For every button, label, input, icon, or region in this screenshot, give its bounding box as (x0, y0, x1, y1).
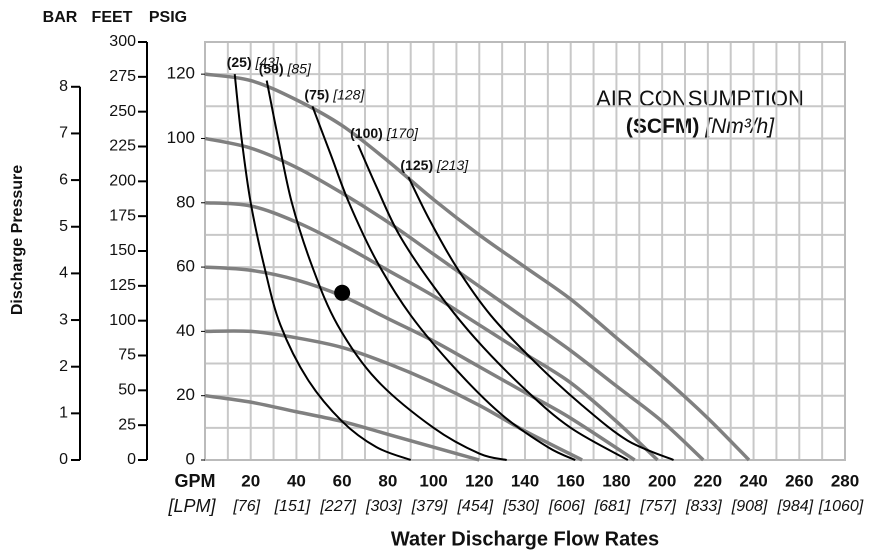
x2-tick-label: [76] (232, 498, 260, 515)
x2-tick-label: [757] (639, 498, 676, 515)
y-tick-label: 100 (167, 128, 195, 147)
feet-tick-label: 250 (109, 103, 136, 120)
x-tick-label: 60 (333, 471, 352, 490)
y-tick-label: 20 (176, 385, 195, 404)
x-tick-label: 280 (831, 471, 859, 490)
bar-tick-label: 7 (59, 125, 68, 142)
air-nm3: [43] (255, 54, 280, 70)
x-tick-label: 260 (785, 471, 813, 490)
air-curve-label: (75) [128] (304, 86, 365, 102)
air-curve-label: (125) [213] (400, 157, 469, 173)
feet-tick-label: 300 (109, 33, 136, 50)
x2-tick-label: [606] (548, 498, 585, 515)
feet-tick-label: 225 (109, 138, 136, 155)
x-tick-label: 140 (511, 471, 539, 490)
air-curve-label: (25) [43] (227, 54, 280, 70)
bar-tick-label: 4 (59, 265, 68, 282)
feet-tick-label: 75 (118, 347, 136, 364)
feet-tick-label: 125 (109, 277, 136, 294)
y-axis-label: Discharge Pressure (9, 165, 26, 315)
x2-tick-label: [530] (502, 498, 539, 515)
x-tick-label: 20 (241, 471, 260, 490)
x-axis-label: Water Discharge Flow Rates (391, 528, 659, 550)
x2-tick-label: [379] (411, 498, 448, 515)
air-scfm: (125) (400, 157, 433, 173)
air-scfm: (75) (304, 86, 329, 102)
x2-tick-label: [227] (319, 498, 356, 515)
operating-point (334, 284, 351, 301)
feet-tick-label: 175 (109, 207, 136, 224)
x2-tick-label: [681] (594, 498, 631, 515)
x2-tick-label: [151] (274, 498, 311, 515)
feet-tick-label: 0 (127, 451, 136, 468)
bar-tick-label: 5 (59, 218, 68, 235)
x2-tick-label: [908] (731, 498, 768, 515)
air-nm3: [170] (386, 125, 419, 141)
x2-tick-label: [833] (685, 498, 722, 515)
air-nm3: [128] (332, 86, 365, 102)
x2-tick-label: [984] (776, 498, 813, 515)
air-scfm: (25) (227, 54, 252, 70)
x-tick-label: 120 (465, 471, 493, 490)
pressure-curve (204, 136, 705, 462)
bar-tick-label: 2 (59, 358, 68, 375)
x-tick-label: 180 (602, 471, 630, 490)
bar-tick-label: 6 (59, 171, 68, 188)
feet-header: FEET (92, 9, 133, 26)
feet-tick-label: 150 (109, 242, 136, 259)
air-curve-label: (100) [170] (350, 125, 419, 141)
feet-tick-label: 100 (109, 312, 136, 329)
plot-frame (204, 41, 846, 461)
air-nm3: [85] (287, 60, 312, 76)
y-tick-label: 40 (176, 321, 195, 340)
air-curve (407, 176, 674, 461)
pressure-curve (204, 201, 659, 462)
x-tick-label: 240 (739, 471, 767, 490)
feet-tick-label: 200 (109, 173, 136, 190)
y-tick-label: 120 (167, 64, 195, 83)
x2-tick-label: [303] (365, 498, 402, 515)
psig-header: PSIG (149, 9, 187, 26)
air-scfm: (100) (350, 125, 383, 141)
x2-unit: [LPM] (167, 496, 216, 516)
x-unit: GPM (174, 471, 215, 491)
air-nm3: [213] (436, 157, 469, 173)
title-unit2: [Nm³/h] (704, 115, 775, 138)
x-tick-label: 80 (378, 471, 397, 490)
x-tick-label: 200 (648, 471, 676, 490)
air-curve (311, 105, 576, 461)
air-scfm: (50) (259, 60, 284, 76)
air-curve (357, 144, 629, 461)
x2-tick-label: [1060] (818, 498, 864, 515)
x-tick-label: 100 (419, 471, 447, 490)
y-tick-label: 60 (176, 257, 195, 276)
bar-tick-label: 1 (59, 405, 68, 422)
x2-tick-label: [454] (456, 498, 493, 515)
x-tick-label: 40 (287, 471, 306, 490)
feet-tick-label: 25 (118, 416, 136, 433)
air-curve (233, 74, 412, 461)
bar-tick-label: 0 (59, 451, 68, 468)
bar-tick-label: 8 (59, 78, 68, 95)
air-curve-label: (50) [85] (259, 60, 312, 76)
feet-tick-label: 275 (109, 68, 136, 85)
air-curve (265, 80, 507, 461)
x-tick-label: 160 (557, 471, 585, 490)
x-tick-label: 220 (694, 471, 722, 490)
pressure-curve (204, 265, 636, 462)
bar-header: BAR (43, 9, 78, 26)
y-tick-label: 80 (176, 192, 195, 211)
pressure-curve (204, 72, 751, 462)
y-tick-label: 0 (186, 449, 195, 468)
feet-tick-label: 50 (118, 382, 136, 399)
bar-tick-label: 3 (59, 311, 68, 328)
